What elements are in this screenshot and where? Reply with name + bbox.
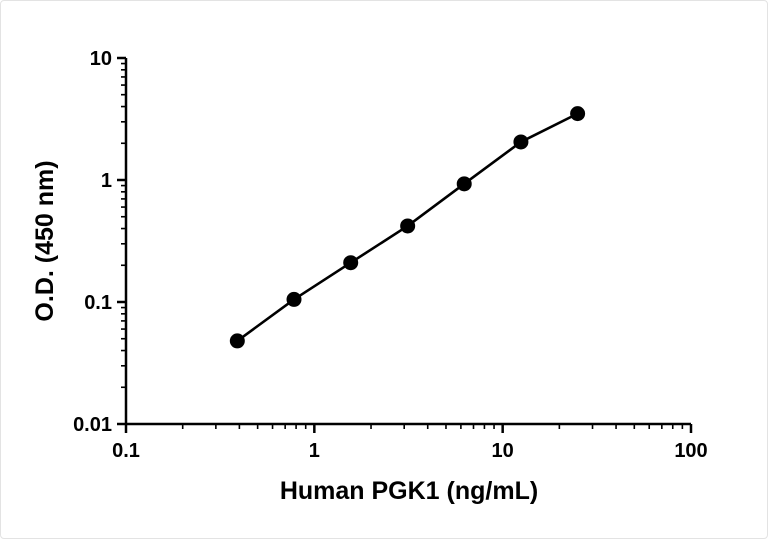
x-tick-label: 1 — [309, 440, 320, 462]
data-point — [286, 291, 302, 307]
y-tick-label: 10 — [90, 48, 112, 70]
y-tick-label: 0.1 — [84, 292, 112, 314]
data-point — [570, 106, 586, 122]
y-tick-label: 1 — [101, 170, 112, 192]
data-point — [400, 218, 416, 234]
y-tick-label: 0.01 — [73, 414, 112, 436]
x-tick-label: 100 — [674, 440, 707, 462]
series-layer — [229, 106, 586, 349]
y-axis-title: O.D. (450 nm) — [31, 160, 59, 321]
x-tick-label: 0.1 — [112, 440, 140, 462]
data-point — [229, 333, 245, 349]
data-point — [513, 134, 529, 150]
x-tick-label: 10 — [492, 440, 514, 462]
ticks-layer — [117, 56, 693, 433]
axes-layer — [124, 58, 691, 426]
x-axis-title: Human PGK1 (ng/mL) — [280, 477, 538, 505]
data-point — [456, 176, 472, 192]
data-point — [343, 255, 359, 271]
